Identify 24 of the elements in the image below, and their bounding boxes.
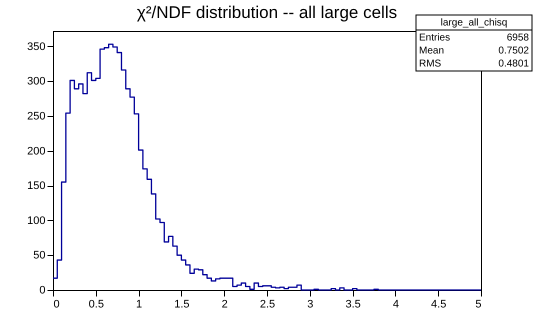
- x-tick-label: 2.5: [260, 298, 276, 310]
- text: Mean 0.7502: [419, 46, 529, 56]
- x-tick-label: 0: [54, 298, 60, 310]
- y-tick-label: 100: [27, 214, 46, 227]
- x-tick-label: 1: [136, 298, 142, 310]
- text: Entries 6958: [419, 32, 529, 44]
- chart-title: χ²/NDF distribution -- all large cells: [136, 3, 398, 22]
- x-tick-label: 3.5: [345, 298, 361, 310]
- x-tick-label: 2: [222, 298, 228, 310]
- text: large_all_chisq: [440, 18, 508, 28]
- x-tick-label: 4.5: [431, 298, 446, 310]
- text: RMS 0.4801: [419, 58, 529, 70]
- x-tick-label: 1.5: [174, 298, 190, 310]
- y-tick-label: 350: [27, 40, 46, 53]
- x-tick-label: 0.5: [88, 298, 104, 310]
- y-tick-label: 300: [27, 76, 46, 88]
- x-tick-label: 3: [307, 298, 314, 310]
- y-tick-label: 200: [27, 145, 46, 158]
- y-tick-label: 0: [39, 284, 46, 296]
- y-tick-label: 50: [33, 250, 46, 262]
- y-tick-label: 250: [27, 110, 46, 122]
- x-tick-label: 4: [392, 298, 399, 310]
- x-tick-label: 5: [475, 298, 482, 310]
- y-tick-label: 150: [27, 180, 46, 192]
